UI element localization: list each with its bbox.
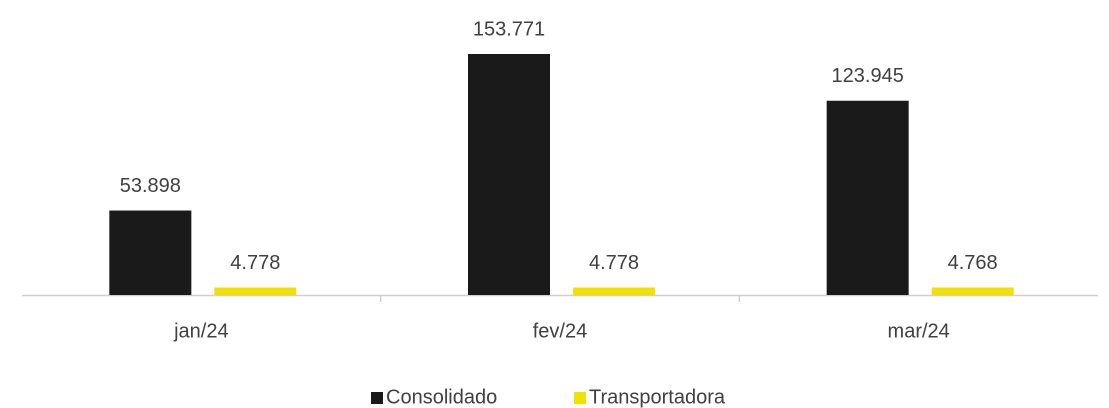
x-tick-label: mar/24	[888, 320, 950, 342]
value-label: 53.898	[120, 175, 181, 197]
value-label: 153.771	[473, 18, 545, 40]
x-tick-label: fev/24	[533, 320, 587, 342]
bar	[109, 210, 192, 295]
bar	[573, 287, 655, 295]
value-label: 4.778	[230, 252, 280, 274]
value-label: 123.945	[832, 65, 904, 87]
value-label: 4.768	[948, 252, 998, 274]
legend-swatch	[574, 392, 586, 404]
bar	[826, 100, 909, 295]
value-label: 4.778	[589, 252, 639, 274]
bar	[468, 54, 550, 295]
bar	[931, 287, 1014, 295]
legend-label: Consolidado	[386, 386, 497, 408]
legend-label: Transportadora	[589, 386, 726, 408]
bar	[214, 287, 297, 295]
x-tick-label: jan/24	[173, 320, 229, 342]
legend-swatch	[371, 392, 383, 404]
